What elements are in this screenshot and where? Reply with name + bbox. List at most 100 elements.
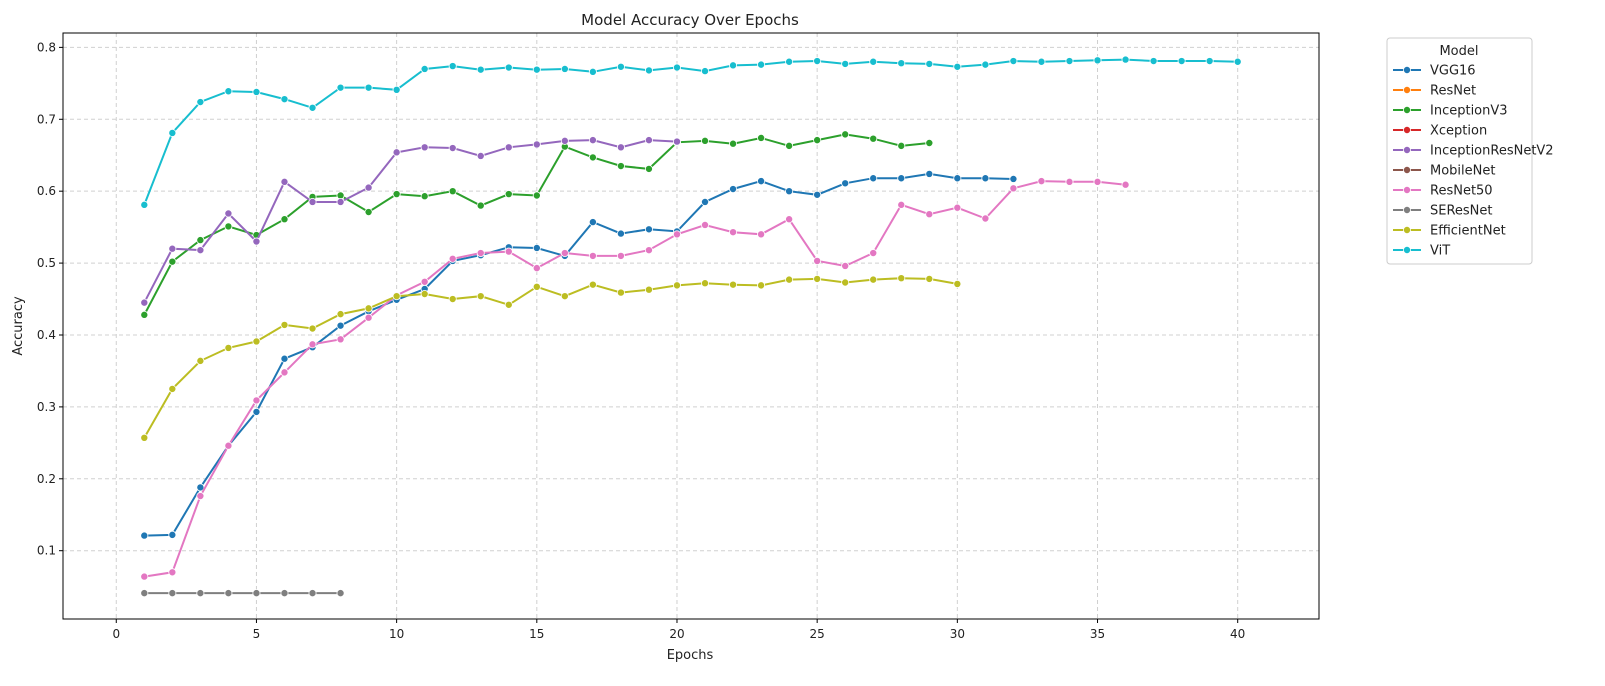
data-point — [252, 237, 261, 246]
data-point — [448, 295, 457, 304]
legend: Model VGG16 ResNet InceptionV3 Xception Ince… — [1386, 37, 1554, 265]
data-point — [813, 256, 822, 265]
data-point — [280, 354, 289, 363]
data-point — [841, 261, 850, 270]
x-tick-label: 40 — [1230, 627, 1245, 641]
series-line — [143, 58, 1238, 206]
legend-item-inceptionresnetv2: InceptionResNetV2 — [1393, 144, 1554, 159]
data-point — [532, 65, 541, 74]
data-point — [140, 200, 149, 209]
legend-label: InceptionV3 — [1430, 104, 1508, 119]
data-point — [504, 63, 513, 72]
data-point — [644, 66, 653, 75]
data-point — [280, 215, 289, 224]
data-point — [981, 60, 990, 69]
data-point — [1065, 177, 1074, 186]
legend-label: EfficientNet — [1430, 224, 1506, 239]
data-point — [785, 215, 794, 224]
data-point — [504, 190, 513, 199]
legend-swatch-marker — [1403, 165, 1412, 174]
series-inceptionresnetv2 — [140, 136, 681, 307]
data-point — [785, 187, 794, 196]
data-point — [308, 589, 317, 598]
data-point — [729, 280, 738, 289]
data-point — [729, 139, 738, 148]
data-point — [336, 197, 345, 206]
data-point — [644, 164, 653, 173]
series-efficientnet — [140, 274, 962, 442]
data-point — [336, 335, 345, 344]
data-point — [140, 572, 149, 581]
legend-label: Xception — [1430, 124, 1487, 139]
data-point — [420, 290, 429, 299]
series-seresnet — [140, 589, 345, 598]
data-point — [785, 275, 794, 284]
data-point — [140, 298, 149, 307]
data-point — [785, 141, 794, 150]
y-tick-label: 0.6 — [37, 184, 56, 198]
data-point — [897, 200, 906, 209]
data-point — [364, 313, 373, 322]
x-tick-label: 25 — [810, 627, 825, 641]
data-point — [701, 67, 710, 76]
data-point — [280, 177, 289, 186]
data-point — [392, 85, 401, 94]
data-point — [504, 143, 513, 152]
plot-area — [62, 32, 1320, 620]
data-point — [757, 133, 766, 142]
data-point — [252, 396, 261, 405]
legend-swatch-marker — [1403, 106, 1412, 115]
data-point — [813, 190, 822, 199]
data-point — [280, 368, 289, 377]
data-point — [1009, 57, 1018, 66]
legend-label: SEResNet — [1430, 204, 1493, 219]
legend-item-mobilenet: MobileNet — [1393, 164, 1495, 179]
data-point — [224, 343, 233, 352]
data-point — [1009, 184, 1018, 193]
data-point — [532, 140, 541, 149]
data-point — [420, 64, 429, 73]
legend-label: ResNet50 — [1430, 184, 1493, 199]
data-point — [616, 143, 625, 152]
data-point — [280, 320, 289, 329]
data-point — [532, 243, 541, 252]
legend-label: ResNet — [1430, 84, 1476, 99]
data-point — [476, 201, 485, 210]
data-point — [757, 177, 766, 186]
data-point — [1121, 55, 1130, 64]
legend-label: InceptionResNetV2 — [1430, 144, 1554, 159]
data-point — [1149, 57, 1158, 66]
data-point — [196, 589, 205, 598]
data-point — [588, 280, 597, 289]
x-tick-label: 10 — [389, 627, 404, 641]
data-point — [252, 337, 261, 346]
legend-label: MobileNet — [1430, 164, 1495, 179]
data-point — [560, 292, 569, 301]
data-point — [757, 60, 766, 69]
y-tick-label: 0.2 — [37, 472, 56, 486]
data-point — [841, 59, 850, 68]
data-point — [813, 274, 822, 283]
data-point — [897, 59, 906, 68]
data-point — [1177, 57, 1186, 66]
data-point — [616, 288, 625, 297]
data-point — [897, 141, 906, 150]
data-point — [336, 321, 345, 330]
y-tick-label: 0.5 — [37, 256, 56, 270]
data-point — [252, 87, 261, 96]
data-point — [701, 136, 710, 145]
data-point — [504, 300, 513, 309]
legend-swatch-marker — [1403, 245, 1412, 254]
data-point — [1065, 57, 1074, 66]
data-point — [252, 589, 261, 598]
data-point — [841, 278, 850, 287]
legend-swatch-marker — [1403, 185, 1412, 194]
data-point — [140, 589, 149, 598]
data-point — [869, 134, 878, 143]
data-point — [196, 356, 205, 365]
y-tick-label: 0.8 — [37, 40, 56, 54]
data-point — [336, 589, 345, 598]
data-point — [616, 229, 625, 238]
data-point — [729, 228, 738, 237]
data-point — [588, 136, 597, 145]
